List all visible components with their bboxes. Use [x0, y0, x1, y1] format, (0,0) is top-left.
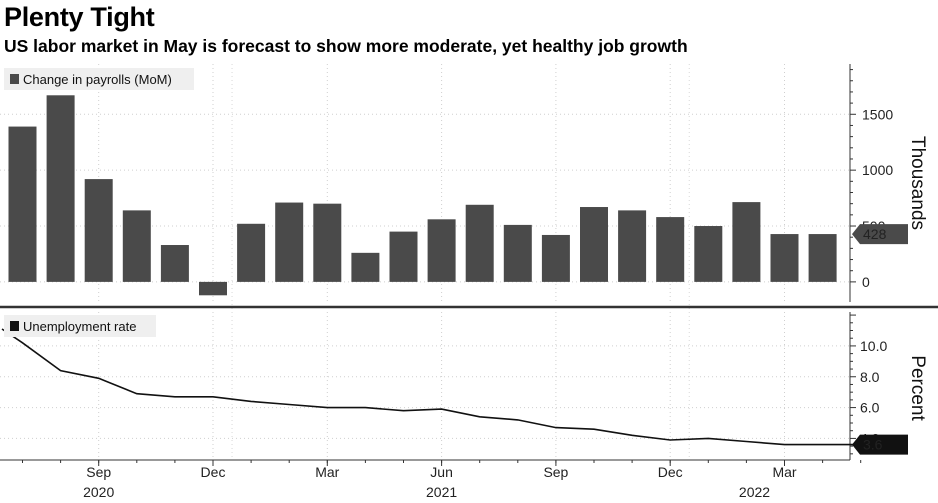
bar-2021-08 [503, 224, 532, 282]
bar-2021-05 [389, 231, 418, 282]
legend-top-swatch [10, 74, 19, 84]
bar-2021-09 [541, 234, 570, 282]
legend-bottom-swatch [10, 321, 19, 331]
x-tick-label-0: Sep [86, 464, 111, 480]
bar-2021-06 [427, 219, 456, 282]
unemployment-line [1, 328, 861, 446]
legend-top-label: Change in payrolls (MoM) [23, 72, 172, 87]
bar-2022-02 [732, 202, 761, 282]
x-tick-label-2: Mar [315, 464, 339, 480]
x-tick-label-1: Dec [201, 464, 226, 480]
x-tick-label-4: Sep [543, 464, 568, 480]
y-tick-label-top: 0 [862, 274, 870, 290]
bar-2022-01 [694, 226, 723, 282]
legend-bottom-box [4, 315, 156, 337]
bar-2021-10 [580, 207, 608, 282]
bar-2020-11 [160, 245, 189, 282]
bar-2021-04 [351, 252, 380, 282]
y-tick-label-top: 1500 [862, 106, 893, 122]
y-tick-label-top: 1000 [862, 162, 893, 178]
chart-subtitle: US labor market in May is forecast to sh… [4, 36, 688, 56]
bar-2020-12 [199, 281, 227, 296]
x-year-label-1: 2021 [426, 484, 457, 500]
bar-2022-04 [808, 234, 837, 282]
bar-2021-11 [618, 210, 647, 282]
bar-2021-01 [237, 223, 266, 282]
y-tick-label-bottom: 10.0 [860, 338, 887, 354]
bar-2021-12 [656, 217, 685, 282]
bar-2020-10 [122, 210, 151, 282]
legend-bottom-label: Unemployment rate [23, 319, 136, 334]
x-tick-label-5: Dec [658, 464, 683, 480]
y-axis-title-bottom: Percent [907, 355, 928, 421]
bar-2020-08 [46, 95, 75, 282]
unemployment-last-value-box [852, 434, 908, 455]
y-tick-label-bottom: 8.0 [860, 369, 880, 385]
y-axis-title-top: Thousands [907, 136, 928, 230]
x-year-label-0: 2020 [83, 484, 114, 500]
bar-2021-07 [465, 204, 494, 282]
x-tick-label-6: Mar [772, 464, 796, 480]
bar-2022-03 [770, 234, 799, 282]
chart-title: Plenty Tight [4, 2, 155, 32]
bar-2021-03 [313, 203, 342, 282]
bar-2021-02 [275, 202, 304, 282]
payrolls-last-value-label: 428 [863, 226, 887, 242]
bar-2020-07 [8, 126, 37, 282]
x-year-label-2: 2022 [739, 484, 770, 500]
payrolls-last-value-box [852, 224, 908, 245]
y-tick-label-bottom: 6.0 [860, 400, 880, 416]
x-tick-label-3: Jun [430, 464, 453, 480]
bar-2020-09 [84, 179, 113, 282]
legend-top-box [4, 68, 194, 90]
unemployment-last-value-label: 3.6 [863, 437, 883, 453]
